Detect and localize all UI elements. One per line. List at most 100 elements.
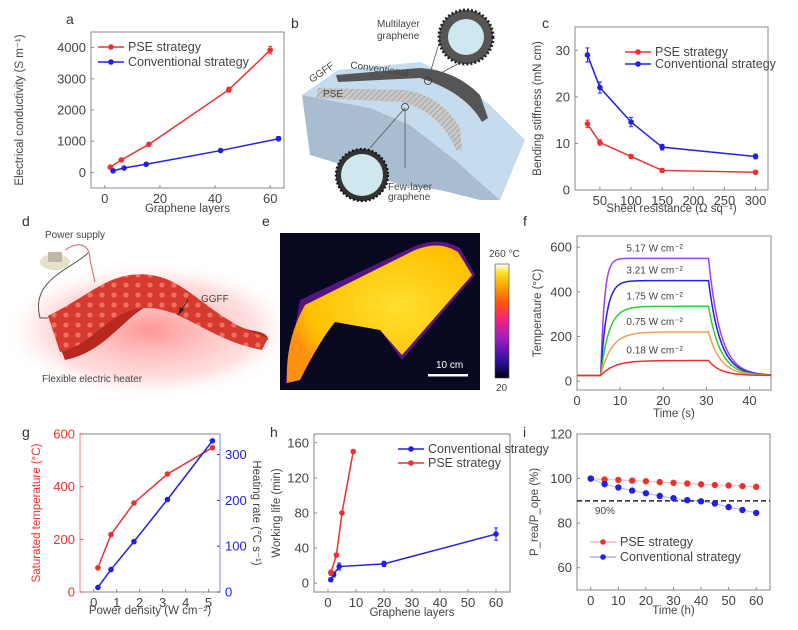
y-axis-label: P_rea/P_ope (%)	[529, 468, 541, 556]
data-point	[597, 84, 603, 91]
data-point	[752, 169, 759, 176]
data-point	[164, 471, 171, 477]
colorbar-min-label: 20	[496, 383, 508, 394]
curve-label: 5.17 W cm⁻²	[626, 243, 683, 254]
x-axis-label: Sheet resistance (Ω sq⁻¹)	[606, 203, 737, 215]
legend-label: PSE strategy	[128, 40, 202, 54]
legend-marker	[635, 61, 641, 67]
data-point	[615, 484, 622, 491]
legend-marker	[408, 460, 414, 466]
data-point	[670, 479, 677, 487]
y-tick-label: 400	[550, 284, 572, 299]
chart-h: 0 10 20 30 40 50 60 0 40 80 120 160 Graphene layers W…	[271, 433, 550, 619]
x-tick-label: 50	[593, 193, 607, 208]
data-point	[628, 153, 634, 160]
y-right-tick-label: 0	[225, 585, 232, 600]
data-point	[108, 566, 114, 573]
x-tick-label: 5	[205, 595, 212, 610]
data-point	[739, 482, 746, 490]
data-point	[217, 147, 224, 154]
legend-label: PSE strategy	[620, 535, 694, 549]
y-tick-label: 60	[558, 560, 572, 575]
data-point	[328, 576, 334, 583]
temperature-curve	[577, 257, 772, 377]
y-axis-label: Electrical conductivity (S m⁻¹)	[14, 34, 26, 185]
y-tick-label: 3000	[57, 71, 86, 86]
x-tick-label: 10	[613, 393, 627, 408]
label-multilayer: Multilayer	[377, 19, 420, 30]
legend-marker	[600, 554, 606, 560]
temperature-curve	[577, 279, 772, 377]
legend-marker	[635, 49, 641, 55]
data-point	[601, 476, 608, 483]
curve-label: 3.21 W cm⁻²	[626, 266, 683, 277]
data-point	[656, 492, 663, 500]
data-point	[752, 153, 759, 160]
y-tick-label: 0	[68, 585, 75, 600]
data-point	[697, 481, 705, 488]
callout-marker	[424, 77, 432, 85]
data-point	[584, 121, 591, 127]
data-point	[121, 165, 127, 171]
callout-line	[369, 107, 406, 149]
x-tick-label: 60	[489, 595, 503, 610]
y-tick-label: 200	[550, 329, 572, 344]
legend-marker	[108, 44, 114, 50]
x-tick-label: 100	[620, 193, 642, 208]
series-line-pse-strategy	[330, 451, 354, 573]
y-tick-label: 160	[287, 435, 309, 450]
data-point	[628, 119, 634, 125]
callout-marker	[401, 103, 409, 111]
series-line-saturated-temperature	[97, 447, 213, 569]
legend-label: Conventional strategy	[128, 55, 250, 69]
x-axis-label: Time (h)	[652, 605, 695, 617]
x-tick-label: 40	[208, 191, 222, 206]
data-point	[381, 561, 387, 567]
data-point	[584, 52, 591, 58]
panel-label-h: h	[270, 424, 278, 440]
y-tick-label: 600	[53, 427, 75, 442]
arrow-head	[178, 307, 184, 315]
x-tick-label: 40	[433, 595, 447, 610]
y-axis-label: Temperature (°C)	[532, 269, 544, 357]
y-tick-label: 1000	[57, 134, 86, 149]
data-point	[684, 480, 691, 487]
multilayer-shell	[437, 8, 495, 66]
panel-e-thermal-image: 10 cm 260 °C 20	[280, 233, 520, 394]
data-point	[493, 531, 499, 537]
data-point	[739, 506, 746, 514]
data-point	[684, 496, 691, 504]
x-tick-label: 60	[749, 593, 763, 608]
data-point	[659, 167, 665, 174]
y-tick-label: 10	[556, 136, 570, 151]
curve-label: 1.75 W cm⁻²	[626, 291, 683, 302]
panel-b-schematic: Multilayer graphene Conventional GGFF PS…	[302, 8, 525, 203]
data-point	[95, 564, 101, 571]
chart-a: 0 20 40 60 0 1000 2000 3000 4000 Graphene layers E…	[14, 31, 285, 215]
data-point	[131, 538, 137, 545]
y-tick-label: 120	[287, 470, 309, 485]
scale-bar	[428, 374, 468, 377]
panel-label-b: b	[291, 15, 299, 31]
x-tick-label: 30	[699, 393, 713, 408]
y-tick-label: 100	[550, 471, 572, 486]
legend-label: Conventional strategy	[428, 442, 550, 456]
legend-label: PSE strategy	[428, 456, 502, 470]
thermal-hot-region	[286, 245, 472, 383]
x-tick-label: 0	[587, 593, 594, 608]
heat-glow	[0, 260, 300, 400]
y-axis-label: Working life (min)	[271, 468, 283, 557]
data-point	[118, 157, 125, 163]
fiber-core	[341, 154, 383, 196]
x-tick-label: 0	[573, 393, 580, 408]
data-point	[339, 510, 345, 516]
panel-d-illustration: Power supply GGFF Flexible electric heat…	[0, 230, 300, 400]
data-point	[209, 438, 216, 444]
data-point	[753, 509, 760, 517]
y-tick-label: 4000	[57, 40, 86, 55]
fewlayer-shell	[334, 147, 390, 203]
y-tick-label: 120	[550, 427, 572, 442]
data-point	[725, 503, 732, 511]
x-tick-label: 200	[682, 193, 704, 208]
